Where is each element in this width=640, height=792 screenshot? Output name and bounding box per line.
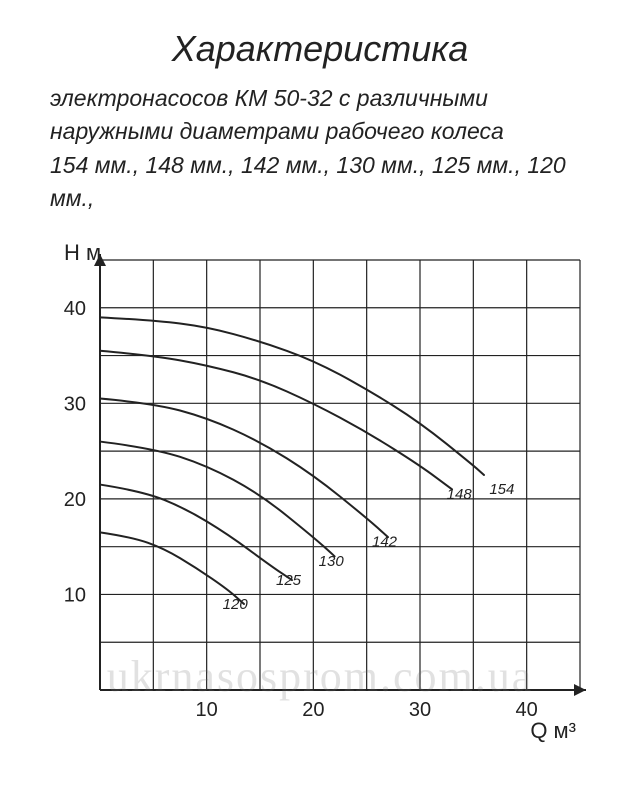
svg-text:30: 30 (64, 393, 86, 415)
svg-text:148: 148 (447, 486, 473, 503)
pump-characteristic-chart: 1020304010203040Н мQ м³15414814213012512… (40, 240, 600, 760)
svg-text:Q м³: Q м³ (530, 718, 576, 743)
svg-text:125: 125 (276, 572, 302, 589)
svg-text:120: 120 (223, 596, 249, 613)
svg-text:40: 40 (64, 298, 86, 320)
chart-subtitle: электронасосов КМ 50-32 с различными нар… (50, 82, 610, 215)
svg-text:10: 10 (64, 584, 86, 606)
svg-text:20: 20 (302, 699, 324, 721)
svg-text:142: 142 (372, 534, 398, 551)
svg-text:130: 130 (319, 553, 345, 570)
svg-text:154: 154 (489, 481, 514, 498)
svg-text:10: 10 (196, 699, 218, 721)
chart-title: Характеристика (0, 28, 640, 70)
svg-text:Н м: Н м (64, 240, 101, 265)
svg-text:20: 20 (64, 489, 86, 511)
svg-text:30: 30 (409, 699, 431, 721)
